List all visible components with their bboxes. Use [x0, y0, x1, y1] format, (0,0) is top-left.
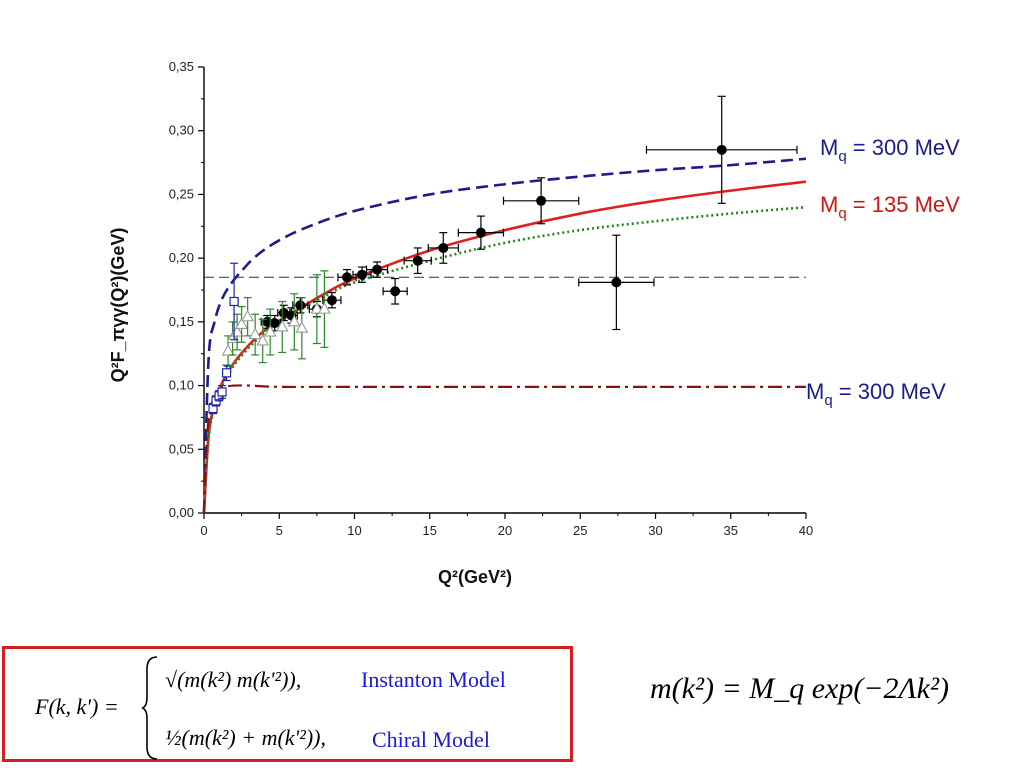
data-point-open-triangle	[295, 297, 309, 360]
marker-filled-circle	[372, 264, 383, 275]
data-point-filled-circle	[365, 261, 389, 278]
y-tick-label: 0,05	[169, 441, 194, 456]
marker-filled-circle	[269, 318, 280, 329]
marker-filled-circle	[326, 295, 337, 306]
marker-open-triangle	[263, 324, 277, 337]
y-axis-title: Q²F_πγγ(Q²)(GeV)	[108, 228, 128, 383]
data-point-open-square	[221, 364, 232, 382]
x-axis-title: Q²(GeV²)	[438, 567, 512, 587]
data-point-open-triangle	[248, 313, 262, 356]
marker-open-triangle	[275, 319, 289, 332]
curve-dash-dot	[202, 384, 806, 514]
mass-formula: m(k²) = M_q exp(−2Λk²)	[650, 672, 949, 706]
marker-filled-circle	[475, 227, 486, 238]
marker-open-triangle	[221, 344, 235, 356]
marker-filled-circle	[295, 300, 306, 311]
marker-open-triangle	[235, 317, 249, 329]
data-point-open-triangle	[275, 300, 289, 354]
marker-open-triangle	[241, 309, 255, 322]
curve-label-rest: = 300 MeV	[833, 379, 946, 404]
data-point-open-triangle	[263, 308, 277, 356]
data-point-open-square	[229, 262, 239, 341]
marker-filled-circle	[412, 255, 423, 266]
marker-open-square	[229, 296, 239, 307]
chiral-model-label: Chiral Model	[372, 727, 490, 752]
marker-open-triangle	[295, 321, 309, 333]
marker-open-triangle	[256, 333, 270, 346]
marker-open-triangle	[317, 301, 331, 314]
curve-label-main: M	[820, 135, 838, 160]
curve-label-rest: = 300 MeV	[847, 135, 960, 160]
data-point-open-triangle	[241, 297, 255, 337]
curve-dotted	[202, 205, 807, 514]
x-tick-label: 40	[799, 523, 813, 538]
curve-label-subscript: q	[824, 392, 832, 409]
data-point-filled-circle	[645, 95, 798, 204]
data-point-filled-circle	[427, 232, 459, 264]
data-point-filled-circle	[457, 215, 505, 250]
marker-open-square	[217, 387, 227, 397]
y-tick-label: 0,20	[169, 250, 194, 265]
y-tick-label: 0,25	[169, 186, 194, 201]
data-point-open-triangle	[310, 274, 324, 345]
y-tick-label: 0,30	[169, 123, 194, 138]
formula-row2-expression: ½(m(k²) + m(k'²)),	[165, 725, 327, 750]
x-tick-label: 15	[423, 523, 437, 538]
y-tick-label: 0,35	[169, 59, 194, 74]
data-point-open-triangle	[317, 270, 331, 348]
marker-filled-circle	[536, 195, 547, 206]
curve-label: Mq = 300 MeV	[820, 135, 960, 165]
data-point-filled-circle	[322, 291, 342, 309]
mass-formula-text: m(k²) = M_q exp(−2Λk²)	[650, 672, 949, 705]
marker-filled-circle	[341, 272, 352, 283]
chart-axes: 0 5 10 15 20 25 30 35 40 0,00 0,05 0,10 0,15 0,20 0,25…	[108, 59, 813, 587]
y-tick-label: 0,15	[169, 314, 194, 329]
instanton-model-label: Instanton Model	[361, 667, 506, 692]
formula-row1-expression: √(m(k²) m(k'²)),	[165, 667, 302, 692]
marker-filled-circle	[716, 144, 727, 155]
x-tick-label: 30	[648, 523, 662, 538]
y-tick-label: 0,00	[169, 505, 194, 520]
data-point-filled-circle	[578, 234, 655, 331]
marker-open-square	[221, 368, 232, 378]
data-point-filled-circle	[382, 277, 408, 305]
data-point-filled-circle	[403, 247, 432, 275]
curve-label-main: M	[806, 379, 824, 404]
data-point-filled-circle	[502, 177, 580, 225]
curve-label: Mq = 135 MeV	[820, 192, 960, 222]
x-tick-label: 0	[200, 523, 207, 538]
curve-label-subscript: q	[838, 148, 846, 165]
x-tick-label: 10	[347, 523, 361, 538]
curve-dashed	[202, 157, 807, 514]
x-tick-label: 5	[276, 523, 283, 538]
data-point-layer	[208, 95, 798, 415]
x-tick-label: 25	[573, 523, 587, 538]
marker-open-triangle	[287, 314, 301, 327]
formula-box: F(k, k') = √(m(k²) m(k'²)), Instanton Mo…	[2, 646, 573, 762]
y-tick-label: 0,10	[169, 378, 194, 393]
marker-filled-circle	[611, 277, 622, 288]
curve-label: Mq = 300 MeV	[806, 379, 946, 409]
x-tick-label: 20	[498, 523, 512, 538]
marker-open-triangle	[248, 327, 262, 340]
data-point-open-square	[217, 384, 227, 399]
curve-label-rest: = 135 MeV	[847, 192, 960, 217]
data-point-open-triangle	[256, 318, 270, 364]
marker-filled-circle	[390, 286, 401, 297]
data-point-open-triangle	[287, 293, 301, 351]
data-point-open-triangle	[235, 305, 249, 343]
formula-brace	[141, 656, 158, 760]
curve-label-subscript: q	[838, 205, 846, 222]
marker-filled-circle	[357, 269, 368, 280]
curve-label-main: M	[820, 192, 838, 217]
marker-filled-circle	[438, 242, 449, 253]
marker-open-triangle	[310, 301, 324, 314]
x-tick-label: 35	[724, 523, 738, 538]
chart: 0 5 10 15 20 25 30 35 40 0,00 0,05 0,10 0,15 0,20 0,25…	[108, 59, 960, 587]
data-point-filled-circle	[352, 266, 372, 283]
formula-lhs: F(k, k') =	[35, 694, 119, 719]
data-point-filled-circle	[277, 304, 291, 322]
data-point-filled-circle	[292, 297, 309, 314]
